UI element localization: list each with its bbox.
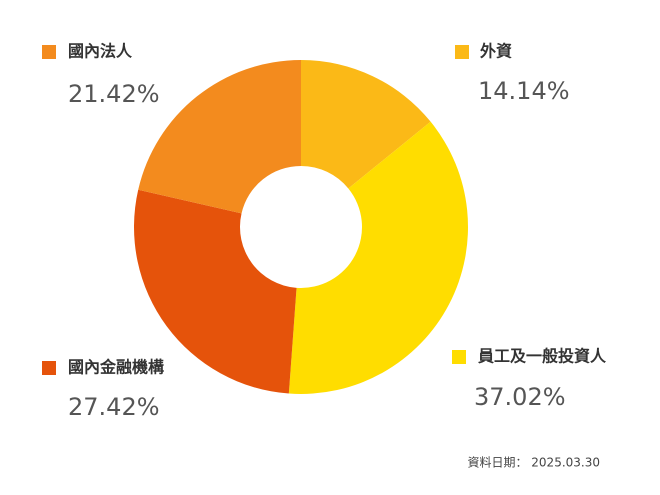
donut-slice	[133, 189, 297, 394]
legend-swatch	[42, 45, 56, 59]
legend-swatch	[42, 361, 56, 375]
value-label: 14.14%	[478, 77, 570, 105]
date-note: 資料日期： 2025.03.30	[467, 456, 600, 470]
legend-label: 國內金融機構	[68, 358, 164, 377]
legend-label: 員工及一般投資人	[477, 347, 607, 366]
donut-slice	[301, 60, 431, 189]
legend-swatch	[455, 45, 469, 59]
value-label: 37.02%	[474, 383, 566, 411]
legend-swatch	[452, 350, 466, 364]
donut-slice	[138, 60, 301, 214]
legend-label: 外資	[479, 42, 512, 61]
value-label: 27.42%	[68, 393, 160, 421]
legend-label: 國內法人	[68, 42, 133, 61]
donut-slice	[288, 121, 469, 394]
value-label: 21.42%	[68, 80, 160, 108]
